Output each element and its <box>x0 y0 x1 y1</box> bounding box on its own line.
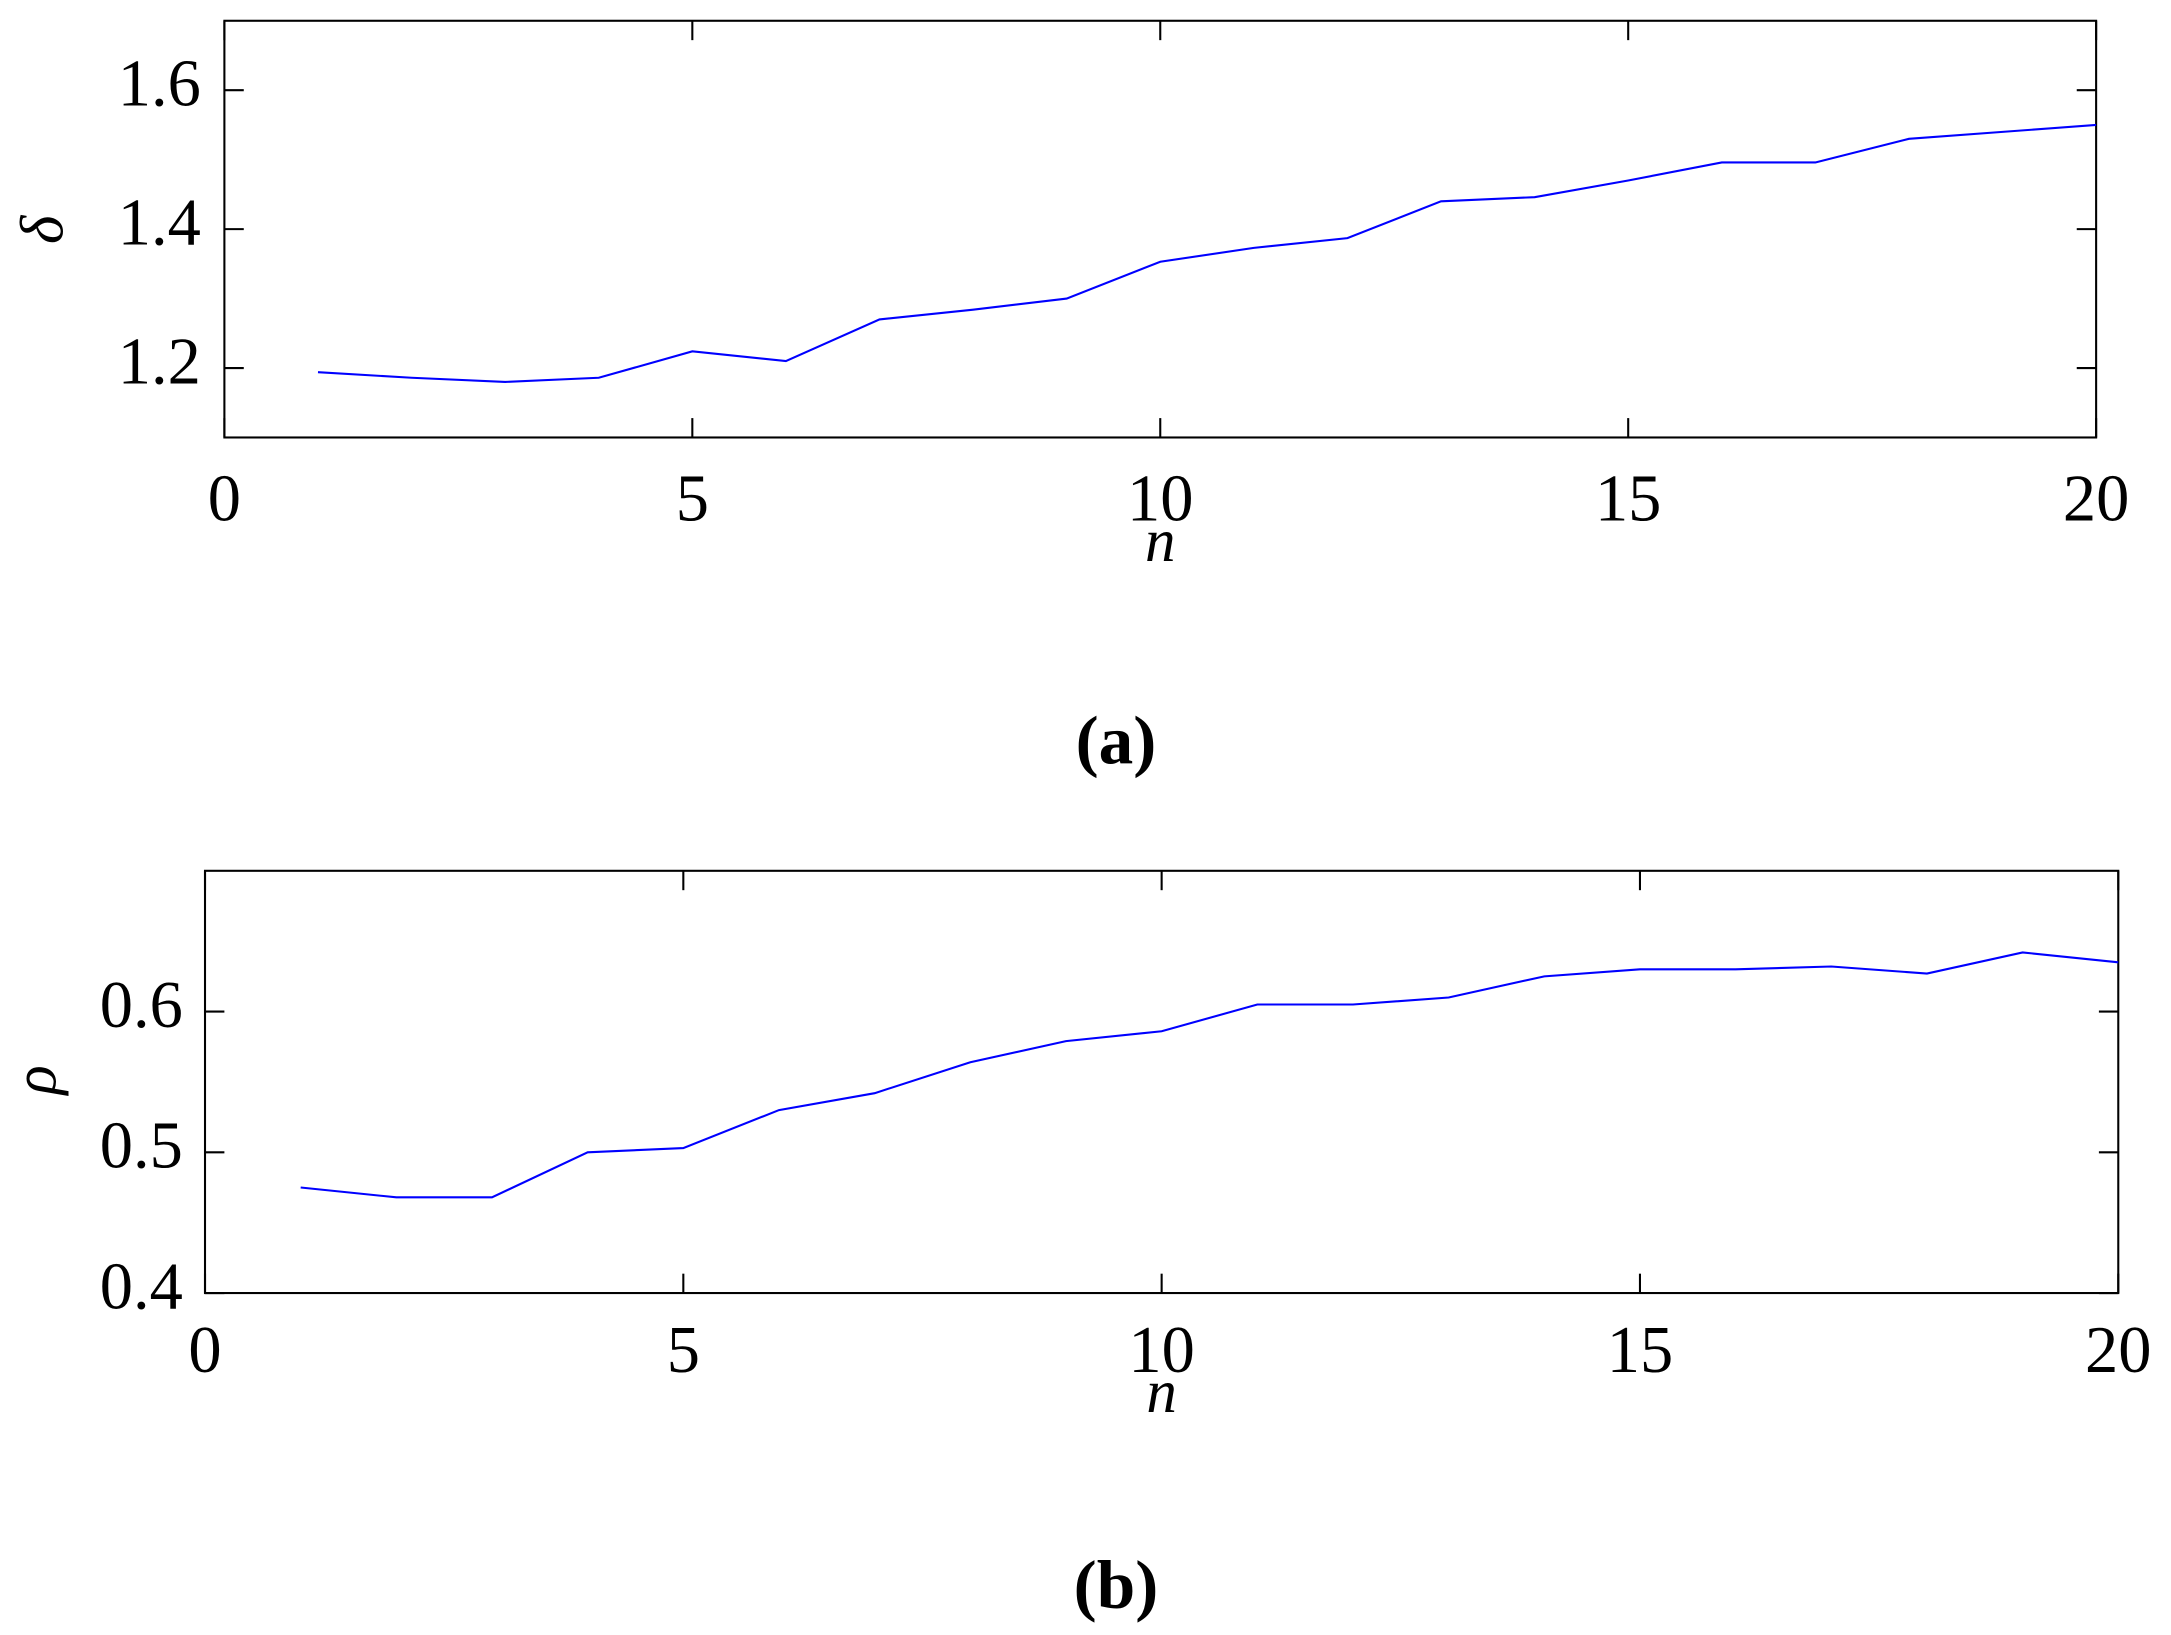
y-tick-label: 1.2 <box>118 325 201 398</box>
plot-frame <box>223 19 2098 439</box>
y-tick-label: 0.4 <box>100 1250 183 1323</box>
x-tick-label: 15 <box>1607 1314 1673 1387</box>
data-line <box>317 123 2097 383</box>
y-axis-label: δ <box>10 214 77 244</box>
y-axis-label: ρ <box>3 1065 70 1096</box>
x-tick-label: 20 <box>2063 463 2129 536</box>
caption: (b) <box>1074 1546 1159 1623</box>
x-tick-label: 10 <box>1128 1314 1194 1387</box>
x-axis-label: n <box>1146 1359 1176 1426</box>
plot-frame <box>203 869 2120 1295</box>
x-tick-label: 5 <box>676 463 709 536</box>
y-tick-label: 1.4 <box>118 186 201 259</box>
x-axis-label: n <box>1145 508 1175 575</box>
caption: (a) <box>1076 701 1157 778</box>
x-tick-label: 5 <box>667 1314 700 1387</box>
data-line <box>300 951 2119 1199</box>
x-tick-label: 0 <box>208 463 241 536</box>
x-tick-label: 20 <box>2085 1314 2151 1387</box>
y-tick-label: 1.6 <box>118 47 201 120</box>
y-tick-label: 0.5 <box>100 1110 183 1183</box>
x-tick-label: 0 <box>188 1314 221 1387</box>
x-tick-label: 10 <box>1127 463 1193 536</box>
y-tick-label: 0.6 <box>100 969 183 1042</box>
x-tick-label: 15 <box>1595 463 1661 536</box>
